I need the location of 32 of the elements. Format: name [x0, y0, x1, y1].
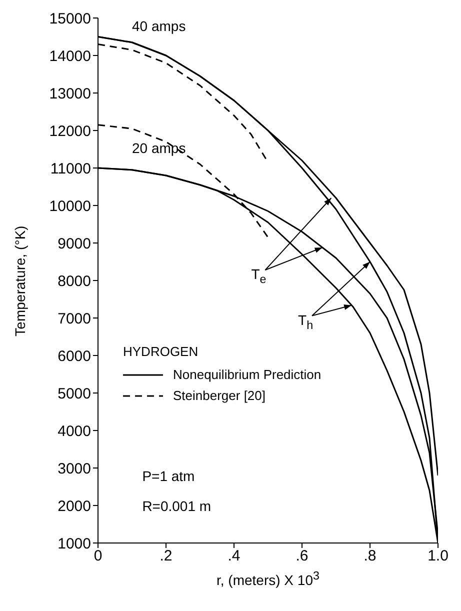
- y-tick-label: 3000: [58, 460, 91, 478]
- legend-title: HYDROGEN: [123, 344, 200, 360]
- x-tick-label: 0: [94, 548, 102, 565]
- y-tick-label: 14000: [49, 48, 91, 65]
- y-tick-label: 11000: [50, 160, 91, 178]
- y-tick-label: 10000: [49, 198, 91, 215]
- y-tick-label: 4000: [58, 422, 91, 440]
- y-tick-label: 9000: [58, 235, 91, 252]
- annotation: P=1 atm: [142, 468, 195, 484]
- y-tick-label: 15000: [49, 10, 91, 28]
- y-tick-label: 8000: [58, 272, 91, 290]
- y-axis-title: Temperature, (°K): [12, 225, 28, 336]
- legend-label: Steinberger [20]: [173, 388, 266, 404]
- x-tick-label: .4: [228, 548, 240, 565]
- y-tick-label: 6000: [58, 348, 91, 365]
- y-tick-label: 2000: [58, 498, 91, 515]
- y-tick-label: 7000: [58, 310, 91, 328]
- x-tick-label: .8: [364, 548, 376, 565]
- y-tick-label: 1000: [58, 535, 91, 552]
- y-tick-label: 5000: [58, 385, 91, 402]
- x-tick-label: .6: [296, 548, 308, 565]
- annotation: R=0.001 m: [142, 498, 212, 514]
- annotation: 20 amps: [132, 140, 186, 156]
- x-tick-label: .2: [160, 548, 172, 565]
- legend-label: Nonequilibrium Prediction: [173, 367, 322, 382]
- y-tick-label: 13000: [49, 85, 91, 102]
- x-axis-title: r, (meters) X 10$^{3}$: [216, 569, 320, 588]
- y-tick-label: 12000: [49, 122, 91, 140]
- annotation: T$_{h}$: [298, 312, 314, 332]
- x-tick-label: 1.0: [428, 548, 448, 565]
- annotation: T$_{e}$: [251, 266, 266, 286]
- annotation: 40 amps: [132, 18, 186, 34]
